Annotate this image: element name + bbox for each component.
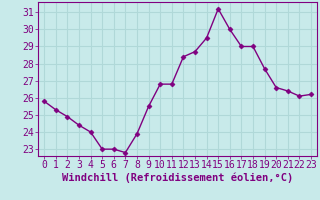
X-axis label: Windchill (Refroidissement éolien,°C): Windchill (Refroidissement éolien,°C) [62, 173, 293, 183]
